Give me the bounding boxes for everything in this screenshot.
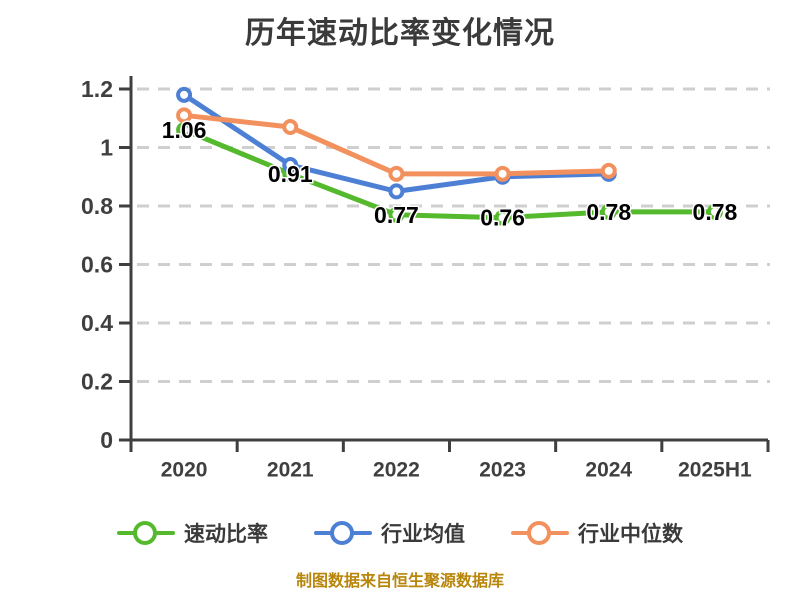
- line-open-circle-icon: [314, 520, 372, 546]
- svg-text:0.78: 0.78: [693, 199, 738, 225]
- legend-label-quick-ratio: 速动比率: [184, 523, 268, 546]
- svg-text:2024: 2024: [585, 458, 632, 481]
- legend-circle-swatch: [133, 521, 157, 545]
- legend-item-industry-average: 行业均值: [314, 518, 465, 548]
- svg-text:1.2: 1.2: [81, 76, 113, 102]
- svg-text:2021: 2021: [267, 458, 314, 481]
- line-open-circle-icon: [117, 520, 175, 546]
- svg-text:1: 1: [100, 135, 113, 161]
- legend: 速动比率 行业均值 行业中位数: [0, 518, 800, 548]
- svg-text:0.6: 0.6: [81, 252, 113, 278]
- svg-text:0.77: 0.77: [374, 202, 419, 228]
- svg-text:0.78: 0.78: [586, 199, 631, 225]
- svg-text:2025H1: 2025H1: [678, 458, 752, 481]
- svg-text:0.76: 0.76: [480, 205, 525, 231]
- legend-circle-swatch: [330, 521, 354, 545]
- chart-title: 历年速动比率变化情况: [245, 17, 555, 50]
- svg-text:0: 0: [100, 427, 113, 453]
- svg-text:0.4: 0.4: [81, 310, 113, 336]
- legend-circle-swatch: [527, 521, 551, 545]
- legend-label-industry-average: 行业均值: [381, 523, 465, 546]
- legend-label-industry-median: 行业中位数: [578, 523, 683, 546]
- svg-text:1.06: 1.06: [162, 117, 207, 143]
- line-open-circle-icon: [511, 520, 569, 546]
- legend-item-quick-ratio: 速动比率: [117, 518, 268, 548]
- svg-text:0.8: 0.8: [81, 193, 113, 219]
- chart-source-note: 制图数据来自恒生聚源数据库: [295, 573, 504, 590]
- svg-text:2022: 2022: [373, 458, 420, 481]
- legend-item-industry-median: 行业中位数: [511, 518, 683, 548]
- svg-text:0.2: 0.2: [81, 369, 113, 395]
- svg-text:0.91: 0.91: [268, 161, 313, 187]
- svg-text:2020: 2020: [161, 458, 208, 481]
- svg-text:2023: 2023: [479, 458, 526, 481]
